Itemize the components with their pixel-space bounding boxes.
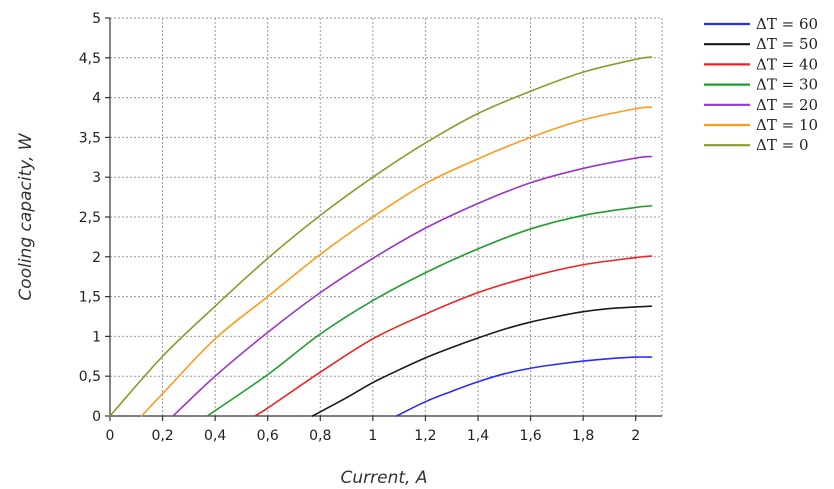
x-tick-label: 1,2 <box>414 428 436 444</box>
y-tick-label: 3,5 <box>79 130 101 146</box>
legend-label: ΔT = 40 <box>756 55 818 73</box>
y-tick-label: 1,5 <box>79 290 101 306</box>
x-tick-label: 1,4 <box>467 428 489 444</box>
x-tick-label: 1,8 <box>572 428 594 444</box>
series-line-6 <box>109 56 653 417</box>
y-tick-labels: 0 0,5 1 1,5 2 2,5 3 3,5 4 4,5 5 <box>79 11 101 425</box>
series-line-5 <box>140 106 653 417</box>
x-tick-label: 0,2 <box>151 428 173 444</box>
x-tick-label: 0 <box>106 428 115 444</box>
series-line-2 <box>253 255 653 417</box>
legend: ΔT = 60 ΔT = 50 ΔT = 40 ΔT = 30 ΔT = 20 ΔT = … <box>704 15 818 154</box>
series-line-1 <box>311 305 653 417</box>
x-tick-label: 1,6 <box>519 428 541 444</box>
legend-label: ΔT = 0 <box>756 136 809 154</box>
y-tick-label: 0 <box>92 409 101 425</box>
series-lines <box>109 56 653 417</box>
legend-label: ΔT = 10 <box>756 116 818 134</box>
y-tick-label: 1 <box>92 329 101 345</box>
y-tick-label: 5 <box>92 11 101 27</box>
axes <box>105 17 662 421</box>
legend-label: ΔT = 20 <box>756 96 818 114</box>
legend-label: ΔT = 30 <box>756 76 818 94</box>
grid <box>110 17 663 416</box>
legend-label: ΔT = 60 <box>756 15 818 33</box>
x-tick-label: 2 <box>631 428 640 444</box>
y-tick-label: 0,5 <box>79 369 101 385</box>
x-axis-title: Current, A <box>341 468 428 488</box>
x-tick-label: 1 <box>368 428 377 444</box>
y-tick-label: 2 <box>92 250 101 266</box>
x-tick-label: 0,4 <box>204 428 226 444</box>
x-tick-labels: 0 0,2 0,4 0,6 0,8 1 1,2 1,4 1,6 1,8 2 <box>106 428 641 444</box>
series-line-0 <box>395 356 653 417</box>
series-line-4 <box>172 155 653 417</box>
x-tick-label: 0,6 <box>257 428 279 444</box>
series-line-3 <box>206 205 653 417</box>
y-tick-label: 2,5 <box>79 210 101 226</box>
y-axis-title: Cooling capacity, W <box>16 132 36 300</box>
y-tick-label: 3 <box>92 170 101 186</box>
legend-label: ΔT = 50 <box>756 35 818 53</box>
x-tick-label: 0,8 <box>309 428 331 444</box>
y-tick-label: 4,5 <box>79 51 101 67</box>
y-tick-label: 4 <box>92 91 101 107</box>
